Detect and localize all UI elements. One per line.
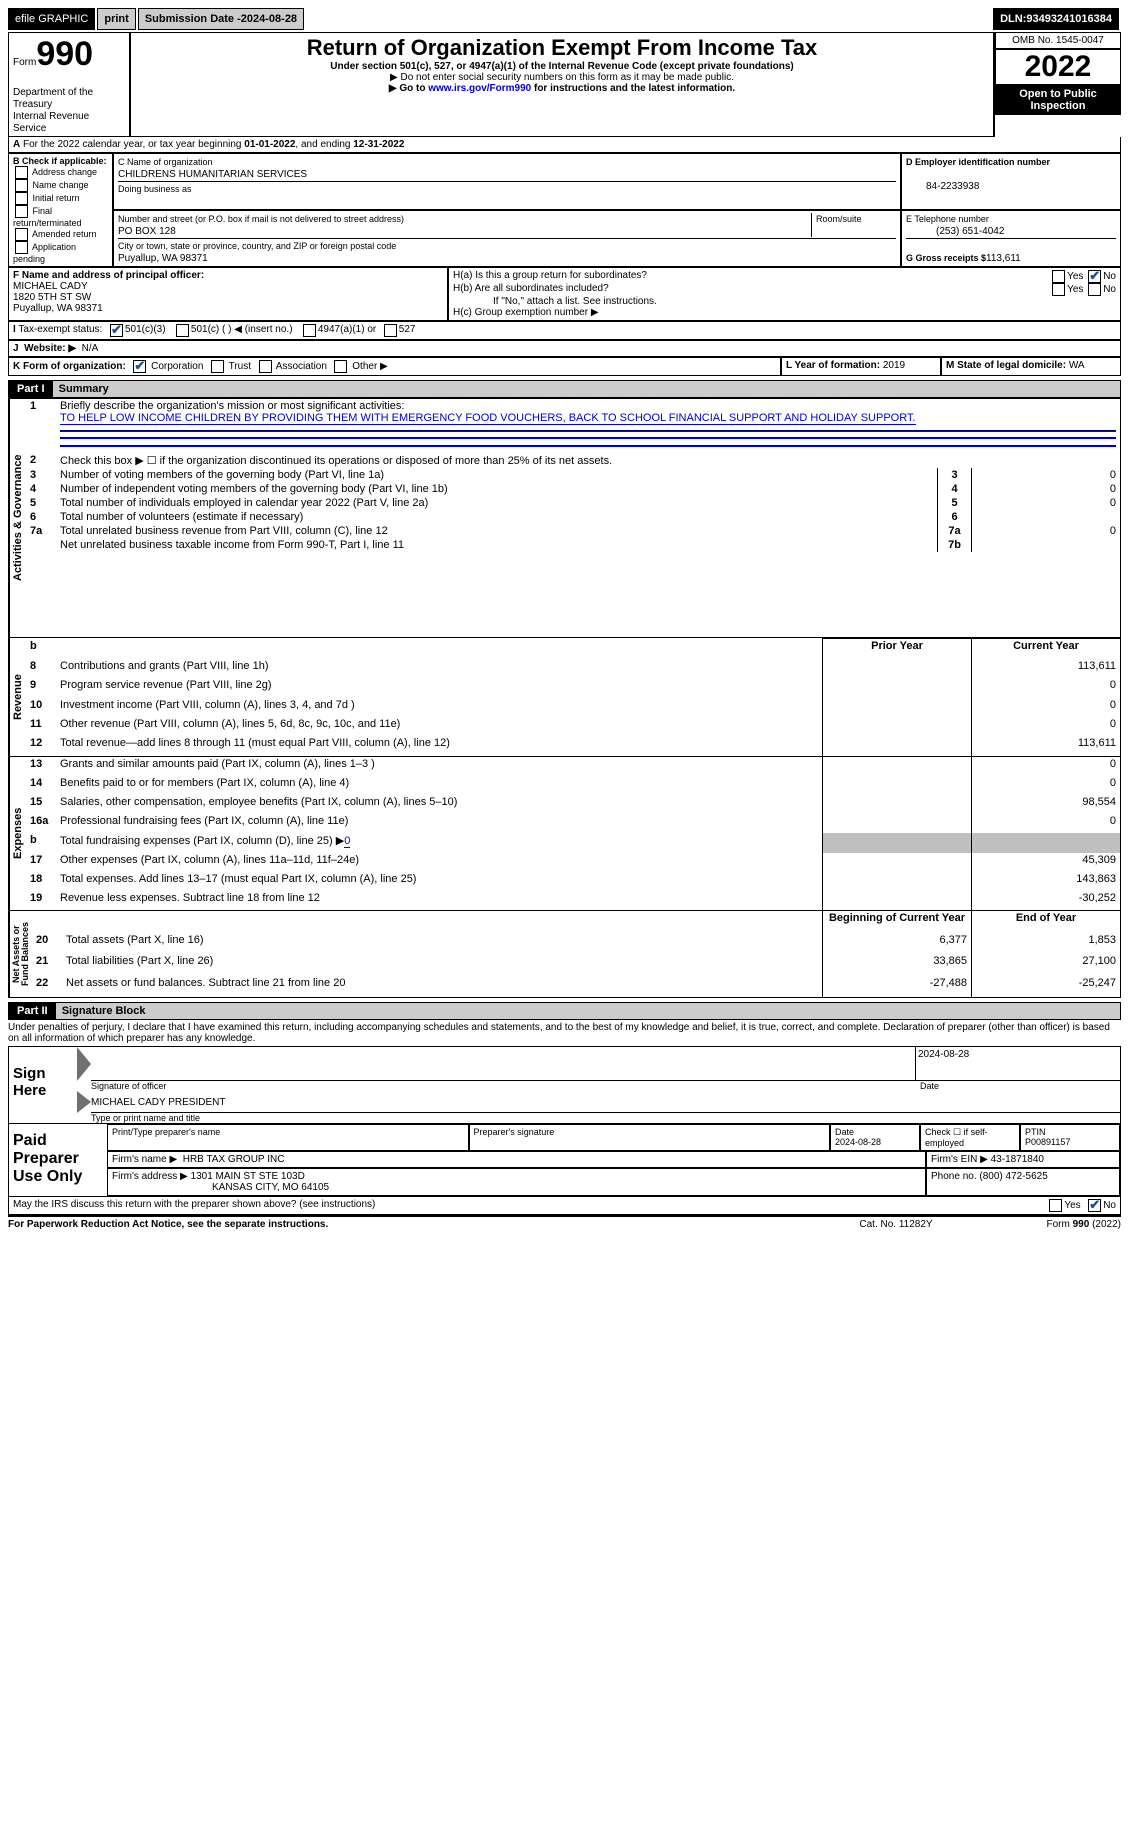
irs-link[interactable]: www.irs.gov/Form990 [428,83,531,94]
officer-name: MICHAEL CADY PRESIDENT [91,1091,1120,1113]
org-name: CHILDRENS HUMANITARIAN SERVICES [118,169,307,180]
tax-year: 2022 [995,49,1121,85]
side-rev: Revenue [9,638,26,756]
line-m: M State of legal domicile: WA [941,357,1121,376]
dln: DLN: 93493241016384 [993,8,1119,30]
print-btn[interactable]: print [97,8,135,30]
topbar: efile GRAPHIC print Submission Date - 20… [8,8,1121,30]
d-label: D Employer identification number [906,157,1050,167]
submission-date: Submission Date - 2024-08-28 [138,8,304,30]
section-f: F Name and address of principal officer:… [8,267,448,321]
e-label: E Telephone number [906,214,989,224]
firm-ein: 43-1871840 [991,1154,1044,1165]
city: Puyallup, WA 98371 [118,253,208,264]
firm-name: HRB TAX GROUP INC [183,1154,285,1165]
section-b: B Check if applicable: Address change Na… [8,153,113,267]
side-exp: Expenses [9,757,26,910]
line-l: L Year of formation: 2019 [781,357,941,376]
sign-here-label: Sign Here [9,1047,77,1123]
part1-header: Part I Summary [8,380,1121,398]
phone: (253) 651-4042 [936,226,1004,237]
omb: OMB No. 1545-0047 [995,32,1121,49]
line-i: I Tax-exempt status: 501(c)(3) 501(c) ( … [8,321,1121,340]
line-j: J Website: ▶ N/A [8,340,1121,357]
line-k: K Form of organization: Corporation Trus… [8,357,781,376]
declaration: Under penalties of perjury, I declare th… [8,1020,1121,1046]
subtitle: Under section 501(c), 527, or 4947(a)(1)… [135,61,989,72]
dba-label: Doing business as [118,184,192,194]
dept-label: Department of the Treasury [13,87,93,110]
paid-preparer-label: Paid Preparer Use Only [9,1124,107,1196]
irs-label: Internal Revenue Service [13,111,89,134]
form-header: Form990 Department of the Treasury Inter… [8,32,1121,137]
side-na: Net Assets or Fund Balances [9,911,32,997]
open-inspection: Open to Public Inspection [995,85,1121,115]
ein: 84-2233938 [926,181,979,192]
discuss-line: May the IRS discuss this return with the… [8,1197,1121,1215]
side-ag: Activities & Governance [9,399,26,637]
efile-btn[interactable]: efile GRAPHIC [8,8,95,30]
part2-header: Part II Signature Block [8,1002,1121,1020]
line-a: A For the 2022 calendar year, or tax yea… [8,137,1121,153]
g-label: G Gross receipts $ [906,253,986,263]
note-link: ▶ Go to www.irs.gov/Form990 for instruct… [135,83,989,94]
footer: For Paperwork Reduction Act Notice, see … [8,1215,1121,1230]
street: PO BOX 128 [118,226,176,237]
form-title: Return of Organization Exempt From Incom… [135,35,989,61]
section-h: H(a) Is this a group return for subordin… [448,267,1121,321]
gross-receipts: 113,611 [986,253,1021,264]
mission-text: TO HELP LOW INCOME CHILDREN BY PROVIDING… [60,412,916,425]
c-name-label: C Name of organization [118,157,213,167]
firm-phone: (800) 472-5625 [979,1171,1047,1182]
note-ssn: ▶ Do not enter social security numbers o… [135,72,989,83]
